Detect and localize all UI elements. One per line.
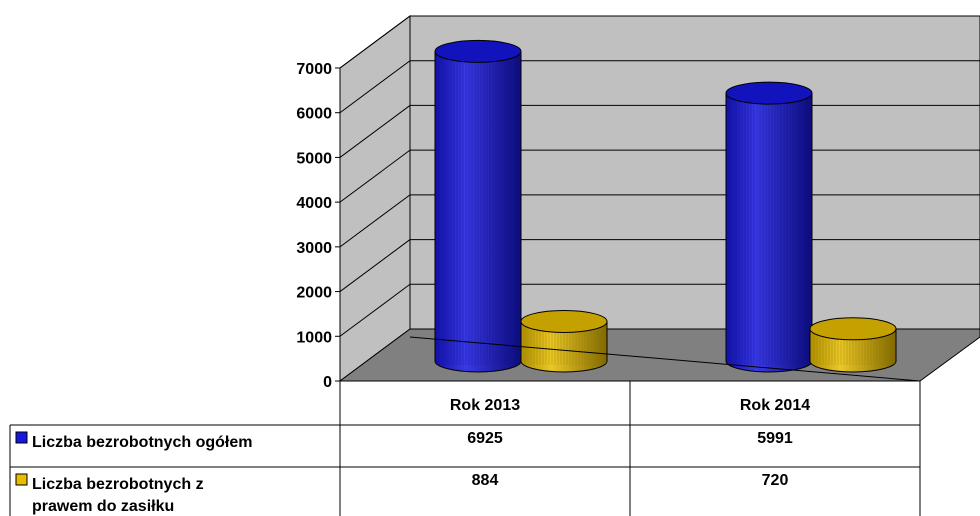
x-category-label: Rok 2013 (450, 397, 520, 414)
y-tick-label: 4000 (296, 195, 332, 212)
bar-2-rok-2014 (809, 317, 897, 373)
bar-2-rok-2013 (520, 309, 608, 373)
gridline-side (339, 105, 411, 158)
y-tick-label: 5000 (296, 150, 332, 167)
data-value-label: 6925 (467, 430, 503, 447)
bar-top (434, 39, 522, 63)
y-tick-label: 1000 (296, 329, 332, 346)
gridline-side (339, 15, 411, 69)
bar-top (520, 309, 608, 333)
legend-key (15, 431, 28, 444)
bar-1-rok-2014 (725, 81, 813, 373)
y-tick-label: 2000 (296, 285, 332, 302)
data-table: Rok 2013 Rok 2014 Liczba bezrobotnych ogół… (9, 336, 921, 516)
bar-1-rok-2013 (434, 39, 522, 373)
y-axis: 0 1000 2000 3000 4000 5000 6000 7000 (296, 61, 341, 391)
gridline-side (339, 60, 411, 114)
series-name-label: prawem do zasiłku (32, 498, 174, 515)
legend-key (15, 473, 28, 486)
y-tick-label: 7000 (296, 61, 332, 78)
data-value-label: 884 (472, 472, 499, 489)
y-tick-label: 6000 (296, 106, 332, 123)
bar-top (725, 81, 813, 105)
data-value-label: 5991 (757, 430, 793, 447)
x-category-label: Rok 2014 (740, 397, 810, 414)
gridline-side (339, 283, 411, 337)
y-tick-label: 0 (323, 374, 332, 391)
gridline-side (339, 149, 411, 203)
data-value-label: 720 (762, 472, 789, 489)
series-name-label: Liczba bezrobotnych ogółem (32, 434, 252, 451)
table-line (409, 336, 921, 382)
gridline-side (339, 194, 411, 248)
side-wall (339, 15, 411, 382)
bar-top (809, 317, 897, 341)
y-tick-label: 3000 (296, 240, 332, 257)
series-name-label: Liczba bezrobotnych z (32, 476, 204, 493)
gridline-side (339, 239, 411, 292)
bars (434, 39, 897, 373)
